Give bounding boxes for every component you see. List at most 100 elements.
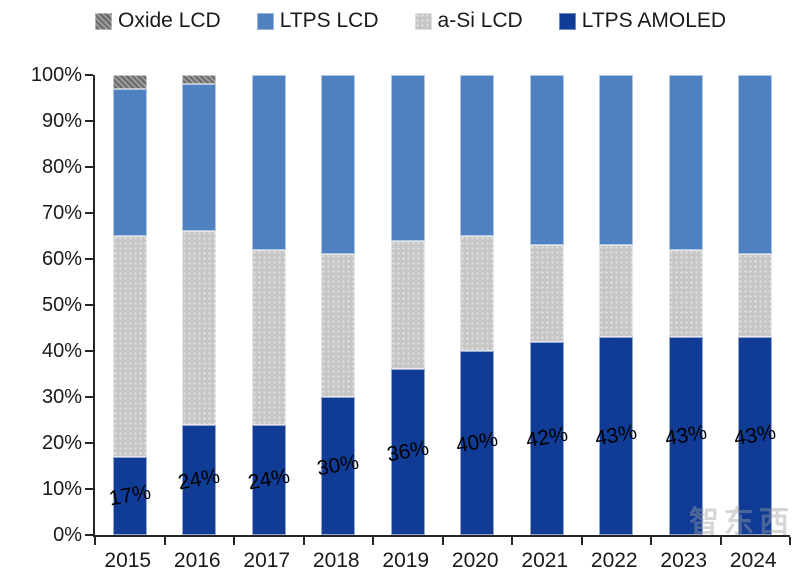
oxide-lcd-swatch-icon [95, 12, 112, 30]
segment-ltps-amoled [460, 351, 495, 535]
legend-label: Oxide LCD [118, 9, 221, 32]
x-axis-label-2021: 2021 [521, 549, 569, 572]
legend-item-oxide-lcd: Oxide LCD [95, 9, 221, 33]
y-axis-tick [85, 534, 93, 536]
segment-ltps-lcd [182, 84, 217, 232]
x-axis-tick [441, 537, 444, 545]
x-axis-tick [789, 537, 791, 545]
y-axis-labels: 100% 90% 80% 70% 60% 50% 40% 30% 20% 10% 0% [0, 65, 82, 545]
y-axis-tick [85, 212, 93, 214]
y-axis-label: 80% [41, 156, 82, 178]
segment-a-si-lcd [668, 249, 703, 338]
legend: Oxide LCD LTPS LCD a-Si LCD LTPS AMOLED [95, 6, 726, 36]
legend-label: LTPS LCD [279, 9, 379, 32]
y-axis-label: 100% [30, 64, 82, 86]
segment-a-si-lcd [251, 249, 286, 425]
segment-a-si-lcd [738, 254, 773, 338]
x-axis-tick [580, 537, 583, 545]
segment-ltps-lcd [390, 75, 425, 241]
a-si-lcd-swatch-icon [414, 12, 432, 30]
ltps-lcd-swatch-icon [256, 12, 274, 30]
y-axis-label: 20% [41, 432, 82, 454]
plot-area: 17% 24% 24% 30% 36% 40% 42% 43% 43% 43% [85, 74, 791, 545]
ltps-amoled-swatch-icon [558, 12, 576, 30]
segment-ltps-lcd [251, 75, 286, 250]
x-axis-label-2024: 2024 [729, 549, 777, 572]
segment-ltps-amoled [321, 397, 356, 535]
y-axis-label: 60% [41, 248, 82, 270]
segment-ltps-lcd [599, 75, 634, 246]
x-axis-label-2023: 2023 [660, 549, 708, 572]
segment-ltps-lcd [668, 75, 703, 250]
x-axis-tick [233, 537, 235, 545]
x-axis-tick [163, 537, 166, 545]
bar-column-2016: 24% [165, 75, 235, 535]
bar-column-2023: 43% [651, 75, 721, 535]
x-axis-label-2020: 2020 [451, 549, 499, 572]
y-axis-tick [85, 442, 93, 444]
legend-item-a-si-lcd: a-Si LCD [414, 9, 523, 33]
segment-a-si-lcd [182, 231, 217, 425]
segment-a-si-lcd [599, 245, 634, 338]
x-axis-label-2019: 2019 [382, 549, 430, 572]
segment-ltps-amoled [668, 337, 703, 535]
bar-column-2018: 30% [304, 75, 374, 535]
bar-column-2017: 24% [234, 75, 304, 535]
bar-column-2020: 40% [443, 75, 513, 535]
segment-a-si-lcd [112, 236, 147, 457]
x-axis-labels: 2015 2016 2017 2018 2019 2020 2021 2022 2023 2024 [93, 548, 788, 573]
y-axis-tick [85, 304, 93, 306]
bar-column-2015: 17% [95, 75, 165, 535]
segment-ltps-amoled [182, 424, 217, 535]
bars-container: 17% 24% 24% 30% 36% 40% 42% 43% 43% 43% [95, 75, 790, 535]
segment-ltps-lcd [738, 75, 773, 255]
segment-a-si-lcd [321, 254, 356, 397]
segment-ltps-amoled [599, 337, 634, 535]
x-axis-tick [372, 537, 374, 545]
x-axis-tick [650, 537, 652, 545]
x-axis-label-2017: 2017 [243, 549, 291, 572]
y-axis-label: 0% [53, 524, 82, 546]
segment-ltps-lcd [460, 75, 495, 236]
y-axis-tick [85, 166, 93, 168]
segment-ltps-amoled [529, 341, 564, 535]
segment-ltps-amoled [390, 369, 425, 535]
x-axis-tick [511, 537, 513, 545]
y-axis-label: 30% [41, 386, 82, 408]
segment-ltps-amoled [112, 456, 147, 535]
segment-ltps-amoled [738, 337, 773, 535]
y-axis-label: 50% [41, 294, 82, 316]
bar-column-2019: 36% [373, 75, 443, 535]
y-axis-tick [85, 396, 93, 398]
x-axis-label-2015: 2015 [104, 549, 152, 572]
y-axis-tick [85, 350, 93, 352]
bar-column-2021: 42% [512, 75, 582, 535]
x-axis-label-2016: 2016 [173, 549, 221, 572]
x-axis-tick [719, 537, 722, 545]
segment-ltps-amoled [251, 424, 286, 535]
x-axis-label-2022: 2022 [590, 549, 638, 572]
segment-oxide-lcd [182, 75, 217, 85]
y-axis-tick [85, 74, 93, 76]
x-axis-tick [302, 537, 305, 545]
segment-a-si-lcd [529, 245, 564, 342]
legend-item-ltps-lcd: LTPS LCD [256, 9, 379, 33]
y-axis-label: 90% [41, 110, 82, 132]
y-axis-label: 40% [41, 340, 82, 362]
segment-a-si-lcd [460, 236, 495, 351]
legend-item-ltps-amoled: LTPS AMOLED [558, 9, 726, 33]
x-axis-label-2018: 2018 [312, 549, 360, 572]
segment-ltps-lcd [321, 75, 356, 255]
y-axis-label: 10% [41, 478, 82, 500]
y-axis-label: 70% [41, 202, 82, 224]
segment-a-si-lcd [390, 240, 425, 370]
segment-ltps-lcd [112, 88, 147, 237]
y-axis-tick [85, 488, 93, 490]
y-axis-tick [85, 120, 93, 122]
y-axis-tick [85, 258, 93, 260]
bar-column-2022: 43% [582, 75, 652, 535]
x-axis-tick [94, 537, 96, 545]
segment-oxide-lcd [112, 75, 147, 89]
legend-label: a-Si LCD [437, 9, 523, 32]
